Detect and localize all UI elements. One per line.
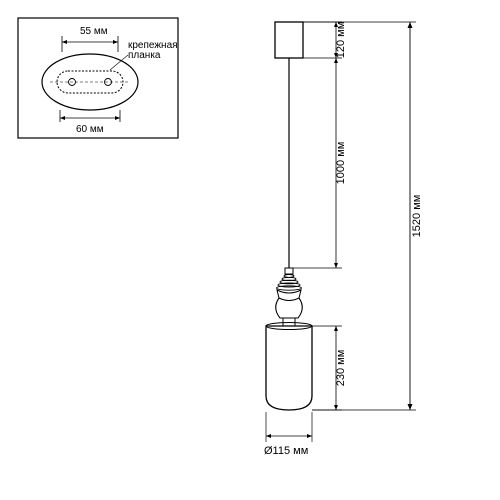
inset-55-label: 55 мм [80, 26, 108, 37]
dim-1520: 1520 мм [303, 22, 423, 410]
inset-diagram: 55 мм крепежная планка 60 мм [18, 18, 178, 138]
glass-shade [266, 323, 312, 411]
inset-60-label: 60 мм [76, 124, 104, 135]
label-120: 120 мм [335, 22, 347, 59]
pendant-lamp [266, 22, 312, 410]
inset-bracket-label2: планка [128, 50, 161, 61]
label-230: 230 мм [335, 350, 347, 387]
label-diameter: Ø115 мм [264, 445, 308, 457]
dim-diameter: Ø115 мм [264, 412, 312, 457]
ceiling-cup [275, 22, 303, 58]
dim-1000: 1000 мм [290, 58, 347, 268]
label-1000: 1000 мм [335, 142, 347, 185]
finial [276, 268, 303, 326]
diagram-canvas: 55 мм крепежная планка 60 мм [0, 0, 500, 500]
dim-120: 120 мм [303, 22, 347, 59]
dim-230: 230 мм [312, 326, 347, 410]
label-1520: 1520 мм [411, 195, 423, 238]
